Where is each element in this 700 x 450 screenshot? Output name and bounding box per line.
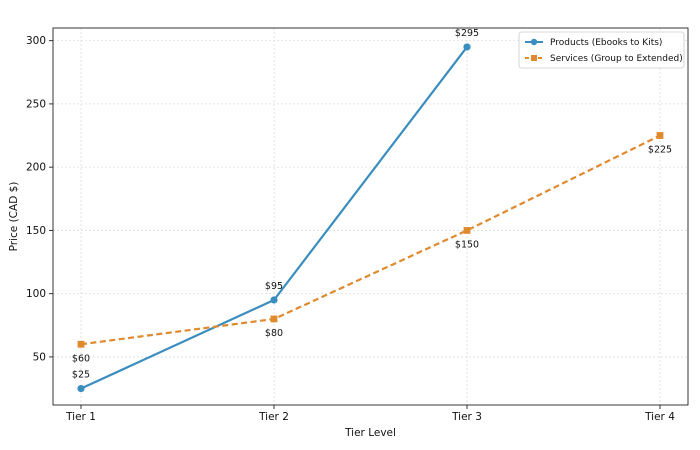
y-tick-label: 200 <box>26 162 46 174</box>
gridlines <box>53 28 688 405</box>
products-data-label: $95 <box>265 281 283 292</box>
y-tick-label: 50 <box>33 351 46 363</box>
y-tick-label: 250 <box>26 98 46 110</box>
plot-area-frame <box>52 27 689 406</box>
services-point <box>656 132 664 139</box>
services-data-label: $225 <box>648 145 672 156</box>
y-tick-label: 150 <box>26 225 46 237</box>
services-point <box>77 340 85 348</box>
x-tick-label: Tier 1 <box>65 411 96 423</box>
services-point <box>463 227 471 234</box>
services-data-label: $80 <box>265 328 283 339</box>
x-tick-label: Tier 4 <box>644 411 675 423</box>
services-legend-label: Services (Group to Extended) <box>550 54 683 64</box>
legend: Products (Ebooks to Kits) Services (Group… <box>518 31 685 69</box>
data-labels: $25 $95 $295 $60 $80 $150 $225 <box>72 28 672 381</box>
products-point <box>270 296 278 304</box>
products-point <box>463 43 471 51</box>
series <box>77 43 664 393</box>
y-tick-label: 300 <box>26 35 46 47</box>
services-point <box>270 315 278 323</box>
services-legend-marker <box>531 55 537 61</box>
y-axis-label: Price (CAD $) <box>8 182 20 252</box>
products-data-label: $25 <box>72 370 90 381</box>
x-axis-label: Tier Level <box>344 427 396 439</box>
y-tick-label: 100 <box>26 288 46 300</box>
services-series-line <box>80 134 661 346</box>
products-data-label: $295 <box>455 28 479 39</box>
products-legend-label: Products (Ebooks to Kits) <box>550 38 662 48</box>
products-legend-marker <box>530 38 538 46</box>
services-data-label: $60 <box>72 353 90 364</box>
x-tick-label: Tier 3 <box>451 411 482 423</box>
services-data-label: $150 <box>455 239 479 250</box>
x-tick-label: Tier 2 <box>258 411 289 423</box>
legend-box <box>518 31 685 69</box>
products-point <box>77 384 85 393</box>
axes: 50 100 150 200 250 300 Tier 1 Tier 2 Tier 3 Tier … <box>26 35 675 423</box>
